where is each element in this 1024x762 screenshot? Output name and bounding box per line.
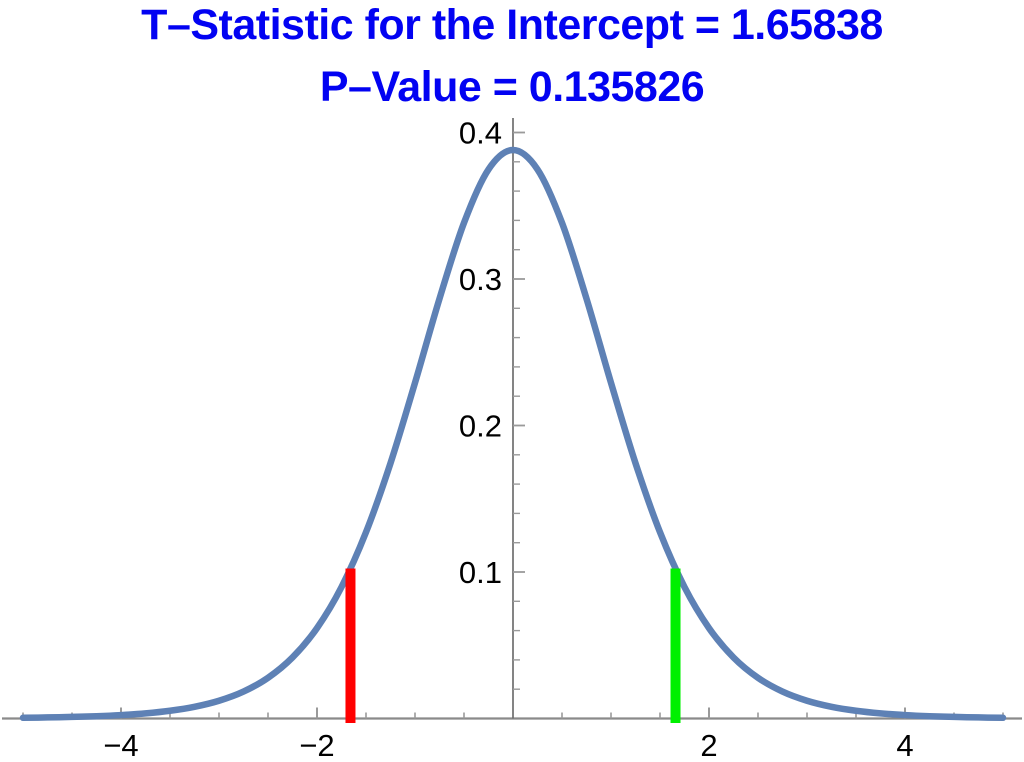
y-tick-label: 0.2 <box>459 409 502 444</box>
x-tick-label: 4 <box>896 728 913 762</box>
y-tick-label: 0.1 <box>459 555 502 590</box>
y-tick-label: 0.4 <box>459 116 502 151</box>
y-tick-label: 0.3 <box>459 262 502 297</box>
chart-subtitle: P–Value = 0.135826 <box>319 63 705 111</box>
x-tick-label: −2 <box>299 728 334 762</box>
bell-curve <box>19 146 1007 722</box>
chart-title: T–Statistic for the Intercept = 1.65838 <box>141 1 883 49</box>
x-tick-label: −4 <box>103 728 138 762</box>
x-tick-label: 2 <box>700 728 717 762</box>
